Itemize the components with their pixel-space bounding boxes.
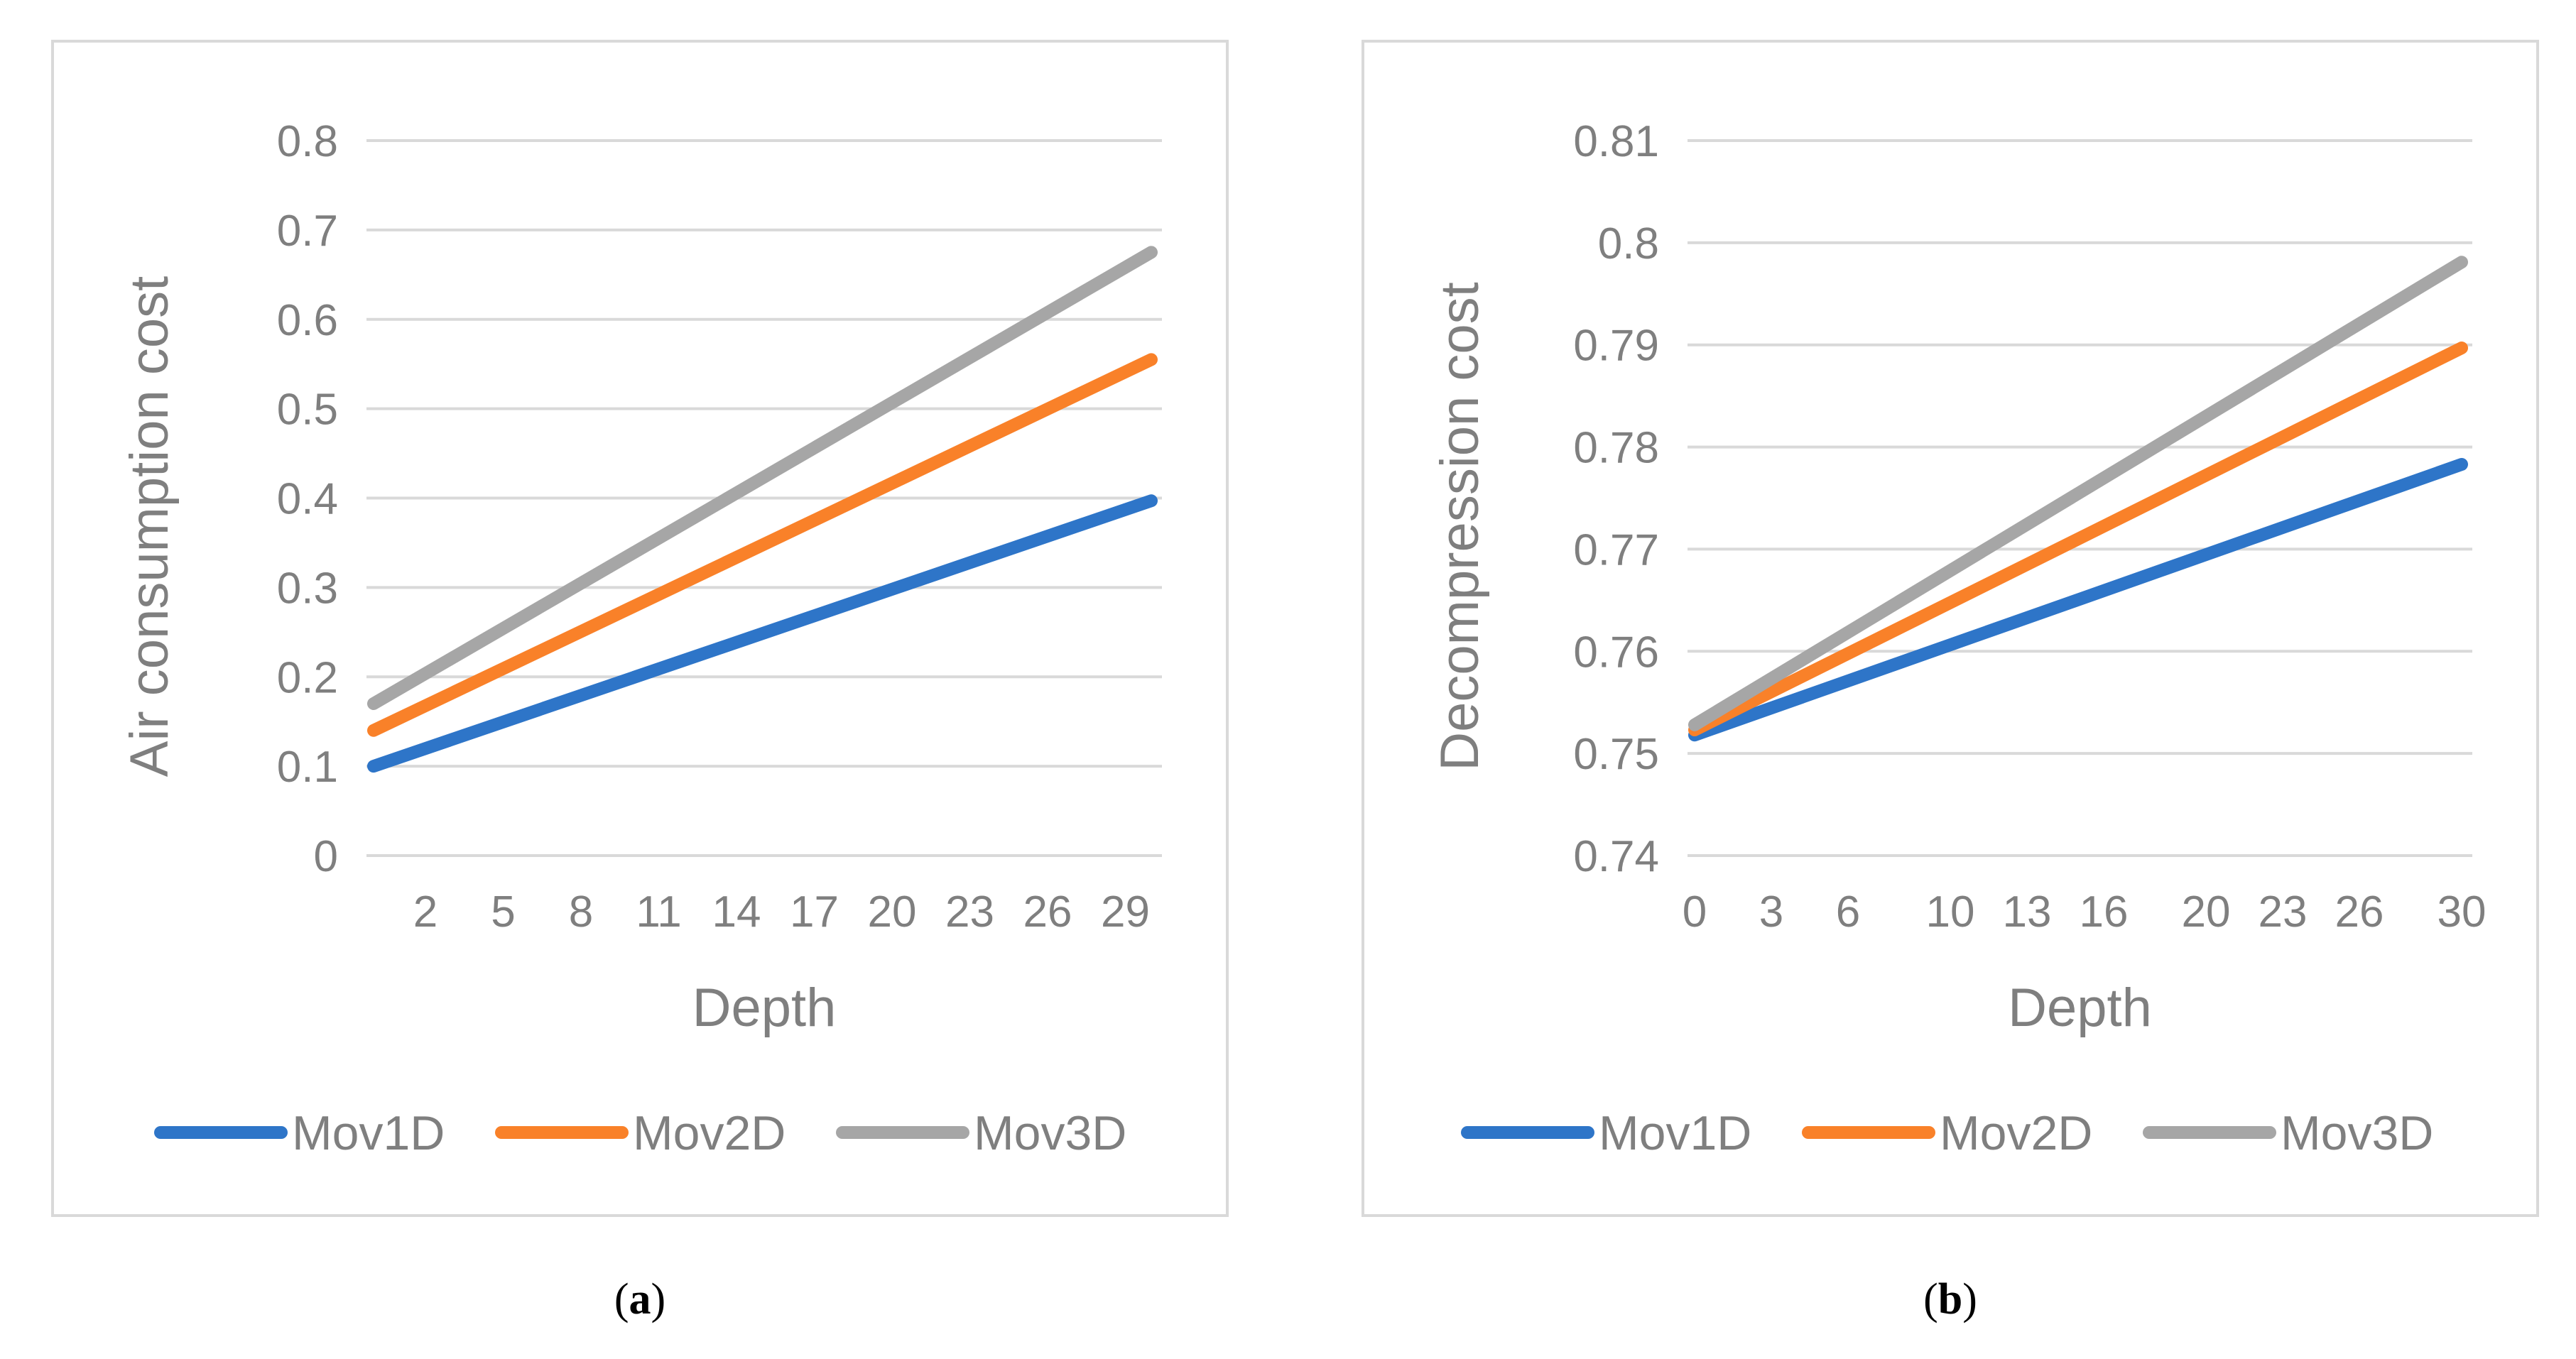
- y-tick-label: 0: [314, 832, 338, 881]
- y-tick-label: 0.81: [1573, 117, 1659, 166]
- x-tick-label: 26: [2335, 888, 2384, 937]
- chart-panel-b: 0.74 0.75 0.76 0.77 0.78 0.79 0.8 0.81 0 3 6 10 13 16…: [1362, 40, 2539, 1217]
- series-line-mov2d: [1688, 342, 2468, 737]
- chart-panel-a: 0 0.1 0.2 0.3 0.4 0.5 0.6 0.7 0.8 2 5 8 11 14 17 20 23 26…: [51, 40, 1229, 1217]
- x-axis-title: Depth: [692, 978, 837, 1038]
- y-tick-label: 0.2: [277, 653, 338, 702]
- series-line-mov2d: [367, 353, 1158, 737]
- y-tick-label: 0.5: [277, 386, 338, 435]
- y-tick-label: 0.74: [1573, 832, 1659, 881]
- x-tick-label: 23: [2259, 888, 2308, 937]
- y-axis-title: Decompression cost: [1430, 282, 1490, 771]
- series-line-mov3d: [367, 246, 1158, 711]
- x-tick-label: 11: [636, 888, 681, 937]
- y-tick-label: 0.8: [1598, 219, 1659, 268]
- x-tick-label: 16: [2080, 888, 2129, 937]
- legend-label-mov3d: Mov3D: [2281, 1106, 2433, 1160]
- y-tick-label: 0.79: [1573, 322, 1659, 371]
- x-tick-label: 23: [945, 888, 994, 937]
- y-tick-label: 0.76: [1573, 628, 1659, 677]
- y-tick-label: 0.4: [277, 475, 338, 524]
- caption-a: (a): [614, 1275, 666, 1323]
- y-tick-label: 0.75: [1573, 730, 1659, 779]
- y-tick-label: 0.78: [1573, 424, 1659, 473]
- y-tick-label: 0.7: [277, 207, 338, 256]
- x-tick-label: 29: [1101, 888, 1150, 937]
- y-tick-label: 0.8: [277, 117, 338, 166]
- x-tick-label: 17: [790, 888, 839, 937]
- legend-label-mov3d: Mov3D: [974, 1106, 1126, 1160]
- legend-label-mov2d: Mov2D: [633, 1106, 786, 1160]
- series-line-mov1d: [1688, 458, 2468, 742]
- legend-label-mov1d: Mov1D: [292, 1106, 445, 1160]
- chart-b-svg: 0.74 0.75 0.76 0.77 0.78 0.79 0.8 0.81 0 3 6 10 13 16…: [1430, 117, 2487, 1160]
- y-tick-label: 0.3: [277, 564, 338, 613]
- legend-label-mov1d: Mov1D: [1599, 1106, 1751, 1160]
- y-axis-title: Air consumption cost: [119, 276, 180, 777]
- caption-b: (b): [1923, 1275, 1977, 1323]
- legend-label-mov2d: Mov2D: [1940, 1106, 2092, 1160]
- x-tick-label: 0: [1683, 888, 1707, 937]
- x-tick-label: 6: [1836, 888, 1860, 937]
- x-tick-label: 5: [491, 888, 515, 937]
- x-tick-label: 14: [712, 888, 761, 937]
- x-tick-label: 8: [569, 888, 593, 937]
- series-line-mov1d: [367, 494, 1158, 773]
- x-tick-label: 30: [2438, 888, 2487, 937]
- x-tick-label: 2: [413, 888, 438, 937]
- x-tick-label: 13: [2003, 888, 2052, 937]
- chart-a-svg: 0 0.1 0.2 0.3 0.4 0.5 0.6 0.7 0.8 2 5 8 11 14 17 20 23 26…: [119, 117, 1162, 1160]
- x-tick-label: 3: [1759, 888, 1783, 937]
- x-tick-label: 20: [2182, 888, 2231, 937]
- y-tick-label: 0.77: [1573, 525, 1659, 574]
- series-line-mov3d: [1688, 256, 2468, 731]
- x-tick-label: 26: [1023, 888, 1072, 937]
- x-axis-title: Depth: [2008, 978, 2152, 1038]
- caption-a-letter: a: [629, 1275, 651, 1323]
- y-tick-label: 0.1: [277, 743, 338, 792]
- y-tick-label: 0.6: [277, 296, 338, 345]
- caption-b-letter: b: [1938, 1275, 1963, 1323]
- x-tick-label: 10: [1926, 888, 1975, 937]
- x-tick-label: 20: [868, 888, 917, 937]
